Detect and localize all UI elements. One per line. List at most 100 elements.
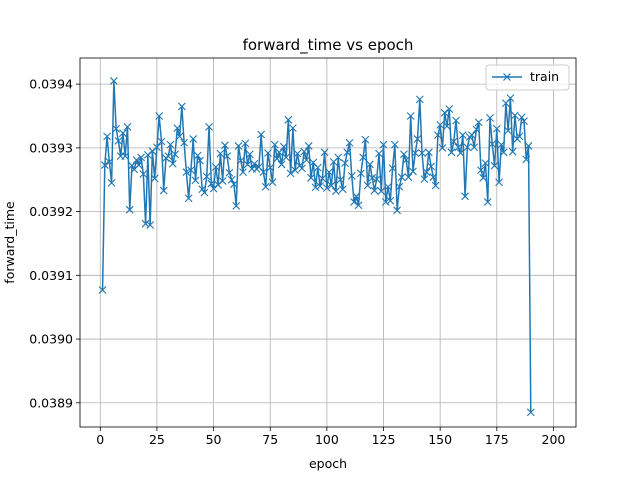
data-point bbox=[515, 132, 524, 141]
data-point bbox=[173, 124, 182, 132]
data-point bbox=[454, 143, 463, 152]
x-tick-label: 25 bbox=[149, 432, 165, 447]
legend-box bbox=[485, 64, 570, 91]
data-point bbox=[490, 161, 499, 170]
x-tick-label: 150 bbox=[428, 432, 452, 447]
data-point bbox=[311, 183, 320, 192]
data-point bbox=[461, 192, 469, 201]
grid bbox=[80, 58, 576, 427]
data-point bbox=[132, 156, 141, 164]
data-point bbox=[216, 149, 225, 158]
y-axis-label: forward_time bbox=[2, 201, 17, 284]
data-point bbox=[388, 164, 397, 173]
data-point bbox=[236, 156, 245, 165]
data-point bbox=[366, 160, 374, 169]
data-point bbox=[182, 168, 191, 176]
data-point bbox=[141, 219, 150, 228]
data-point bbox=[320, 148, 329, 157]
data-point bbox=[325, 168, 334, 176]
data-point bbox=[268, 178, 277, 187]
legend-label-train: train bbox=[530, 69, 559, 84]
data-point bbox=[354, 201, 363, 210]
x-tick-label: 175 bbox=[485, 432, 509, 447]
data-point bbox=[316, 182, 324, 190]
data-point bbox=[343, 148, 352, 157]
data-point bbox=[286, 169, 295, 178]
data-point bbox=[166, 140, 175, 149]
x-tick-label: 125 bbox=[372, 432, 396, 447]
data-point bbox=[361, 135, 370, 144]
data-point bbox=[472, 125, 481, 134]
data-point bbox=[191, 176, 200, 185]
data-point bbox=[481, 159, 490, 168]
data-point bbox=[175, 132, 184, 141]
data-point bbox=[121, 152, 130, 161]
data-point bbox=[225, 168, 234, 177]
data-point bbox=[211, 163, 220, 171]
data-point bbox=[264, 149, 272, 157]
data-point bbox=[304, 142, 313, 150]
plot-frame bbox=[79, 57, 577, 428]
data-point bbox=[418, 149, 426, 157]
data-point bbox=[159, 186, 168, 195]
data-point bbox=[452, 116, 460, 125]
data-point bbox=[273, 154, 281, 163]
data-point bbox=[449, 137, 458, 146]
data-point bbox=[327, 181, 336, 190]
data-point bbox=[334, 153, 343, 162]
x-axis: 0 25 50 75 100 125 150 175 200 bbox=[96, 427, 565, 447]
data-point bbox=[504, 126, 513, 135]
x-tick-label: 100 bbox=[315, 432, 339, 447]
data-point bbox=[293, 149, 302, 158]
data-point bbox=[137, 153, 145, 162]
data-point bbox=[125, 205, 134, 214]
data-point bbox=[352, 192, 361, 201]
data-point bbox=[105, 157, 114, 166]
data-point bbox=[107, 179, 116, 187]
data-point bbox=[282, 153, 290, 162]
data-point bbox=[338, 185, 347, 194]
y-axis: 0.0389 0.0390 0.0391 0.0392 0.0393 0.0394 bbox=[29, 77, 80, 410]
data-point bbox=[443, 122, 451, 131]
data-point bbox=[187, 166, 195, 175]
data-point bbox=[483, 198, 492, 206]
data-point bbox=[227, 175, 236, 184]
data-point bbox=[234, 142, 243, 150]
data-point bbox=[193, 151, 202, 160]
data-point bbox=[103, 132, 111, 141]
data-point bbox=[395, 182, 404, 191]
data-point bbox=[477, 166, 485, 175]
data-point bbox=[347, 172, 356, 180]
data-point bbox=[307, 173, 315, 182]
data-point bbox=[123, 122, 132, 131]
data-point bbox=[239, 168, 247, 176]
data-point bbox=[420, 175, 429, 183]
data-point bbox=[479, 173, 488, 182]
data-point bbox=[404, 173, 413, 182]
data-point bbox=[474, 118, 483, 127]
data-point bbox=[250, 159, 259, 168]
data-point bbox=[157, 137, 166, 146]
y-tick-label: 0.0393 bbox=[29, 140, 73, 155]
data-point bbox=[313, 163, 322, 172]
data-point bbox=[223, 152, 232, 161]
data-point bbox=[445, 105, 454, 113]
data-point bbox=[221, 141, 229, 150]
data-point bbox=[520, 117, 528, 125]
data-point bbox=[377, 187, 386, 196]
data-point bbox=[384, 182, 392, 191]
data-point bbox=[298, 164, 306, 173]
data-point bbox=[492, 124, 501, 133]
data-point bbox=[350, 198, 358, 206]
data-point bbox=[245, 150, 254, 159]
data-point bbox=[495, 178, 503, 187]
data-point bbox=[202, 172, 211, 181]
legend: train bbox=[485, 64, 570, 91]
y-tick-label: 0.0390 bbox=[29, 332, 73, 347]
data-point bbox=[277, 160, 286, 169]
data-point bbox=[341, 159, 349, 168]
y-tick-label: 0.0392 bbox=[29, 204, 73, 219]
data-point bbox=[431, 181, 440, 190]
series-layer bbox=[98, 77, 535, 417]
data-point bbox=[288, 124, 297, 132]
